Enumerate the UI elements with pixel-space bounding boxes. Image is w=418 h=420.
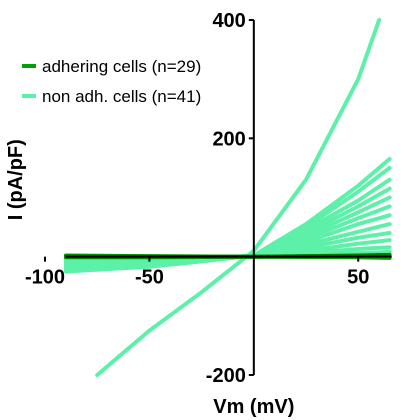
axes: -100 -50 50 -200 200 400 — [25, 10, 392, 387]
legend-label: adhering cells (n=29) — [42, 57, 201, 76]
legend: adhering cells (n=29) non adh. cells (n=4… — [22, 57, 201, 106]
y-tick-label: -200 — [206, 365, 246, 387]
y-axis-title: I (pA/pF) — [5, 139, 27, 220]
x-axis-title: Vm (mV) — [213, 396, 294, 418]
y-tick-label: 400 — [212, 10, 245, 32]
x-tick-label: -100 — [25, 267, 65, 289]
x-tick-label: 50 — [347, 267, 369, 289]
x-tick-label: -50 — [135, 267, 164, 289]
y-tick-label: 200 — [212, 128, 245, 150]
legend-label: non adh. cells (n=41) — [42, 87, 201, 106]
